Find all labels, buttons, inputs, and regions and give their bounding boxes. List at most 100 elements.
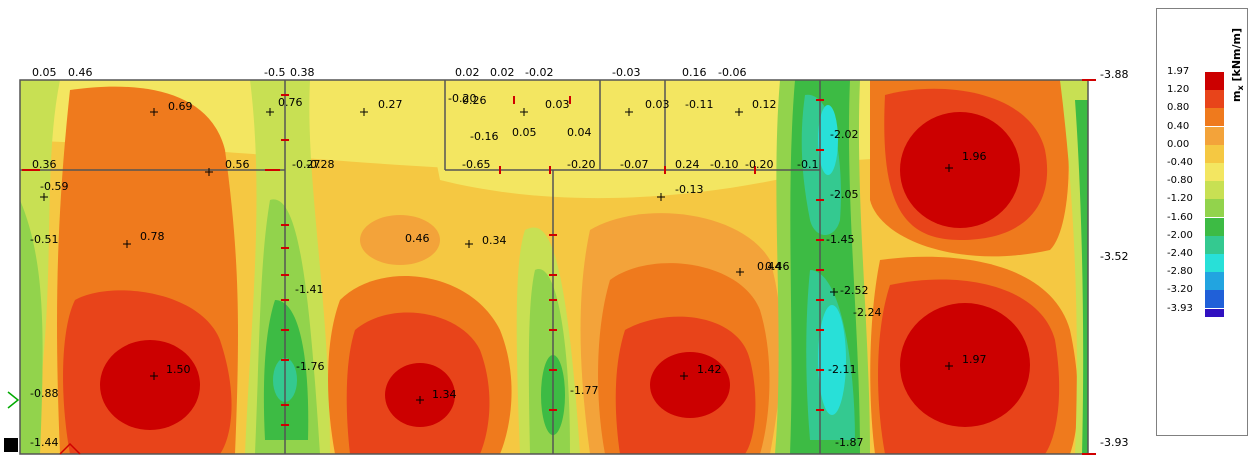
contour-value-label: -0.1 xyxy=(797,158,818,171)
contour-value-label: -0.28 xyxy=(306,158,334,171)
legend-swatch xyxy=(1205,163,1224,181)
contour-value-label: 1.34 xyxy=(432,388,457,401)
legend xyxy=(1156,8,1248,436)
contour-value-label: -0.51 xyxy=(30,233,58,246)
legend-unit: [kNm/m] xyxy=(1230,27,1243,82)
top-value-label: 0.16 xyxy=(682,66,707,79)
contour-band xyxy=(818,305,846,415)
contour-value-label: -1.45 xyxy=(826,233,854,246)
contour-value-label: -0.88 xyxy=(30,387,58,400)
contour-value-label: 1.97 xyxy=(962,353,987,366)
point-markers xyxy=(40,108,953,404)
contour-band xyxy=(900,303,1030,427)
contour-value-label: -2.02 xyxy=(830,128,858,141)
legend-tick-label: -2.80 xyxy=(1167,266,1193,278)
top-value-label: -0.02 xyxy=(525,66,553,79)
contour-value-label: 0.46 xyxy=(765,260,790,273)
legend-tick-label: -0.40 xyxy=(1167,157,1193,168)
contour-value-label: -0.20 xyxy=(448,92,476,105)
contour-value-label: 0.03 xyxy=(545,98,570,111)
contour-band xyxy=(818,105,838,175)
contour-value-label: -1.44 xyxy=(30,436,58,449)
contour-value-label: -0.20 xyxy=(567,158,595,171)
contour-value-label: 0.34 xyxy=(482,234,507,247)
contour-value-label: 0.05 xyxy=(512,126,537,139)
legend-tick-label: 1.97 xyxy=(1167,66,1190,77)
legend-swatch xyxy=(1205,217,1224,236)
contour-value-label: -0.65 xyxy=(462,158,490,171)
legend-symbol: m xyxy=(1230,90,1243,102)
legend-swatch xyxy=(1205,308,1224,317)
contour-value-label: 0.76 xyxy=(278,96,303,109)
contour-value-label: -1.77 xyxy=(570,384,598,397)
contour-band xyxy=(420,80,820,199)
edge-value-label: -3.88 xyxy=(1100,68,1128,81)
contour-value-label: 0.27 xyxy=(378,98,403,111)
legend-tick-label: -3.93 xyxy=(1167,302,1193,314)
contour-band xyxy=(20,200,43,454)
contour-value-label: -1.76 xyxy=(296,360,324,373)
top-value-label: -0.06 xyxy=(718,66,746,79)
value-labels: 0.05 0.46 -0.5 0.38 0.02 0.02 -0.02 -0.03 0.16 -0… xyxy=(30,66,1128,449)
contour-value-label: -0.27 xyxy=(292,158,320,171)
legend-swatch xyxy=(1205,90,1224,109)
legend-tick-label: -1.20 xyxy=(1167,193,1193,205)
top-value-label: 0.38 xyxy=(290,66,315,79)
contour-band xyxy=(100,340,200,430)
contour-value-label: -0.20 xyxy=(745,158,773,171)
contour-value-label: -2.52 xyxy=(840,284,868,297)
contour-value-label: 1.96 xyxy=(962,150,987,163)
contour-value-label: 0.44 xyxy=(757,260,782,273)
contour-value-label: -2.05 xyxy=(830,188,858,201)
contour-value-label: 1.42 xyxy=(697,363,722,376)
contour-value-label: -2.11 xyxy=(828,363,856,376)
contour-band xyxy=(360,215,440,265)
legend-swatch xyxy=(1205,290,1224,309)
axis-icon xyxy=(4,391,81,455)
contour-value-label: 0.46 xyxy=(405,232,430,245)
contour-value-label: -0.13 xyxy=(675,183,703,196)
legend-title: mx [kNm/m] xyxy=(1230,28,1245,102)
edge-value-label: -3.93 xyxy=(1100,436,1128,449)
contour-value-label: 0.24 xyxy=(675,158,700,171)
legend-swatch xyxy=(1205,108,1224,127)
contour-band xyxy=(1075,100,1088,454)
contour-value-label: 0.36 xyxy=(32,158,57,171)
top-value-label: 0.02 xyxy=(455,66,480,79)
edge-value-label: -3.52 xyxy=(1100,250,1128,263)
contour-value-label: 0.78 xyxy=(140,230,165,243)
contour-value-label: -2.24 xyxy=(853,306,881,319)
contour-value-label: -0.16 xyxy=(470,130,498,143)
plate-outline xyxy=(19,79,1089,455)
legend-tick-label: -1.60 xyxy=(1167,211,1193,223)
contour-value-label: 0.04 xyxy=(567,126,592,139)
contour-band xyxy=(900,112,1020,228)
legend-swatch xyxy=(1205,254,1224,272)
legend-tick-label: 0.40 xyxy=(1167,120,1190,132)
legend-tick-label: 1.20 xyxy=(1167,84,1190,96)
legend-swatch xyxy=(1205,126,1224,145)
legend-swatch xyxy=(1205,199,1224,218)
contour-value-label: -0.11 xyxy=(685,98,713,111)
contour-value-label: 0.56 xyxy=(225,158,250,171)
contour-band xyxy=(385,363,455,427)
legend-tick-label: -2.40 xyxy=(1167,248,1193,259)
legend-swatch xyxy=(1205,272,1224,291)
contour-value-label: 1.50 xyxy=(166,363,191,376)
top-value-label: 0.05 xyxy=(32,66,57,79)
support-marks xyxy=(22,79,1096,455)
legend-swatch xyxy=(1205,144,1224,163)
legend-tick-label: -0.80 xyxy=(1167,175,1193,187)
top-value-label: 0.02 xyxy=(490,66,515,79)
contour-value-label: 0.26 xyxy=(462,94,487,107)
top-value-label: -0.03 xyxy=(612,66,640,79)
contour-value-label: 0.12 xyxy=(752,98,777,111)
top-value-label: 0.46 xyxy=(68,66,93,79)
legend-tick-label: 0.00 xyxy=(1167,138,1190,150)
contour-value-label: -0.07 xyxy=(620,158,648,171)
contour-value-label: 0.69 xyxy=(168,100,193,113)
contour-value-label: 0.03 xyxy=(645,98,670,111)
contour-value-label: -0.59 xyxy=(40,180,68,193)
legend-swatch xyxy=(1205,181,1224,200)
